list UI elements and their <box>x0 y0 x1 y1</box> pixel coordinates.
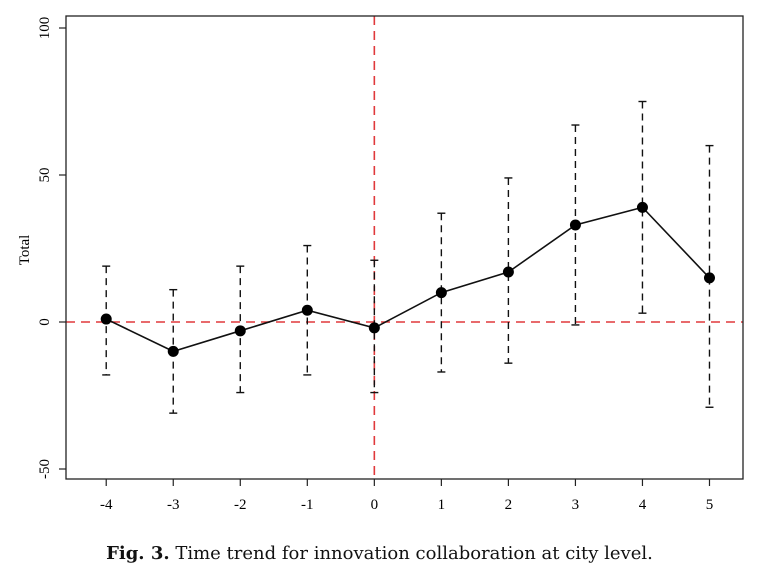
y-axis: -50 0 50 100 <box>37 17 66 479</box>
data-point <box>636 201 648 213</box>
error-bars <box>102 100 714 414</box>
x-tick-label: -1 <box>301 497 314 513</box>
x-tick-label: -4 <box>100 497 113 513</box>
series-line <box>105 206 711 353</box>
figure-caption: Fig. 3. Time trend for innovation collab… <box>0 543 759 564</box>
x-tick-label: -2 <box>234 497 247 513</box>
x-tick-label: 0 <box>371 497 379 513</box>
data-point <box>167 345 179 357</box>
y-axis-title: Total <box>17 235 33 266</box>
data-point <box>703 272 715 284</box>
x-tick-label: -3 <box>167 497 180 513</box>
data-point <box>502 266 514 278</box>
y-tick-label: -50 <box>37 459 53 479</box>
data-point <box>100 313 112 325</box>
x-tick-label: 4 <box>639 497 647 513</box>
plot-frame <box>65 15 744 480</box>
y-tick-label: 50 <box>37 168 53 183</box>
data-point <box>234 325 246 337</box>
data-point <box>368 322 380 334</box>
caption-label: Fig. 3. <box>106 543 170 564</box>
data-point <box>435 287 447 299</box>
caption-text: Time trend for innovation collaboration … <box>169 543 653 564</box>
y-tick-label: 100 <box>37 17 53 40</box>
ref-lines <box>66 16 743 479</box>
x-tick-label: 2 <box>505 497 513 513</box>
x-tick-label: 5 <box>706 497 714 513</box>
x-tick-label: 1 <box>438 497 446 513</box>
x-tick-label: 3 <box>572 497 580 513</box>
x-axis: -4 -3 -2 -1 0 1 2 3 4 5 <box>100 479 713 513</box>
data-point <box>301 304 313 316</box>
series-polyline <box>105 206 711 353</box>
data-points <box>100 201 715 357</box>
chart-svg: -50 0 50 100 -4 -3 -2 -1 0 1 2 3 4 5 Total <box>17 15 744 513</box>
y-tick-label: 0 <box>37 318 53 326</box>
data-point <box>569 219 581 231</box>
